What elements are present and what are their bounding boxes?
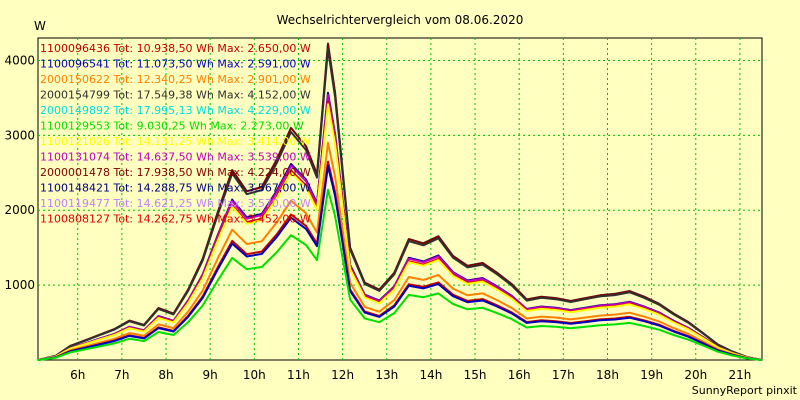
- x-tick-label: 12h: [331, 368, 354, 382]
- series-line-3: [37, 141, 763, 361]
- x-tick-label: 19h: [640, 368, 663, 382]
- x-tick-label: 6h: [70, 368, 85, 382]
- x-tick-label: 15h: [464, 368, 487, 382]
- series-layer: [37, 42, 763, 361]
- x-tick-label: 7h: [114, 368, 129, 382]
- x-tick-label: 8h: [158, 368, 173, 382]
- x-tick-label: 21h: [728, 368, 751, 382]
- legend-entry-7: 1100121026 Tot: 14.131,25 Wh Max: 3.414,…: [40, 135, 311, 148]
- legend-entry-12: 1100808127 Tot: 14.262,75 Wh Max: 3.452,…: [40, 213, 311, 226]
- grid: [38, 38, 762, 360]
- legend-entry-9: 2000001478 Tot: 17.938,50 Wh Max: 4.224,…: [40, 166, 311, 179]
- x-tick-label: 14h: [419, 368, 442, 382]
- x-tick-label: 20h: [684, 368, 707, 382]
- legend-entry-3: 2000150622 Tot: 12.340,25 Wh Max: 2.901,…: [40, 73, 311, 86]
- x-tick-label: 13h: [375, 368, 398, 382]
- x-axis-ticks: 6h 7h 8h 9h 10h 11h 12h 13h 14h 15h 16h 17h 18h 19h 20…: [70, 368, 751, 382]
- legend-entry-2: 1100096541 Tot: 11.073,50 Wh Max: 2.591,…: [40, 58, 311, 71]
- legend-entry-6: 1100129553 Tot: 9.030,25 Wh Max: 2.273,0…: [40, 120, 304, 133]
- legend-entry-4: 2000154799 Tot: 17.549,38 Wh Max: 4.152,…: [40, 89, 311, 102]
- x-tick-label: 11h: [287, 368, 310, 382]
- legend-entry-8: 1100131074 Tot: 14.637,50 Wh Max: 3.539,…: [40, 151, 311, 164]
- y-axis-unit: W: [34, 19, 46, 33]
- credit-label: SunnyReport pinxit: [692, 384, 798, 397]
- legend-entry-10: 1100148421 Tot: 14.288,75 Wh Max: 3.567,…: [40, 182, 311, 195]
- series-line-6: [37, 188, 763, 361]
- legend-entry-11: 1100119477 Tot: 14.621,25 Wh Max: 3.570,…: [40, 197, 311, 210]
- x-tick-label: 17h: [552, 368, 575, 382]
- legend-entry-1: 1100096436 Tot: 10.938,50 Wh Max: 2.650,…: [40, 42, 311, 55]
- series-line-7: [37, 103, 763, 361]
- series-line-4: [37, 48, 763, 361]
- y-axis-ticks: 1000 2000 3000 4000: [4, 53, 35, 292]
- x-tick-label: 18h: [596, 368, 619, 382]
- series-line-2: [37, 165, 763, 361]
- y-tick-label: 3000: [4, 128, 35, 142]
- y-tick-label: 1000: [4, 278, 35, 292]
- x-tick-label: 9h: [203, 368, 218, 382]
- chart-title: Wechselrichtervergleich vom 08.06.2020: [277, 13, 524, 27]
- y-tick-label: 4000: [4, 53, 35, 67]
- x-tick-label: 10h: [243, 368, 266, 382]
- legend: 1100096436 Tot: 10.938,50 Wh Max: 2.650,…: [40, 42, 311, 226]
- x-tick-label: 16h: [508, 368, 531, 382]
- y-tick-label: 2000: [4, 203, 35, 217]
- legend-entry-5: 2000149892 Tot: 17.995,13 Wh Max: 4.229,…: [40, 104, 311, 117]
